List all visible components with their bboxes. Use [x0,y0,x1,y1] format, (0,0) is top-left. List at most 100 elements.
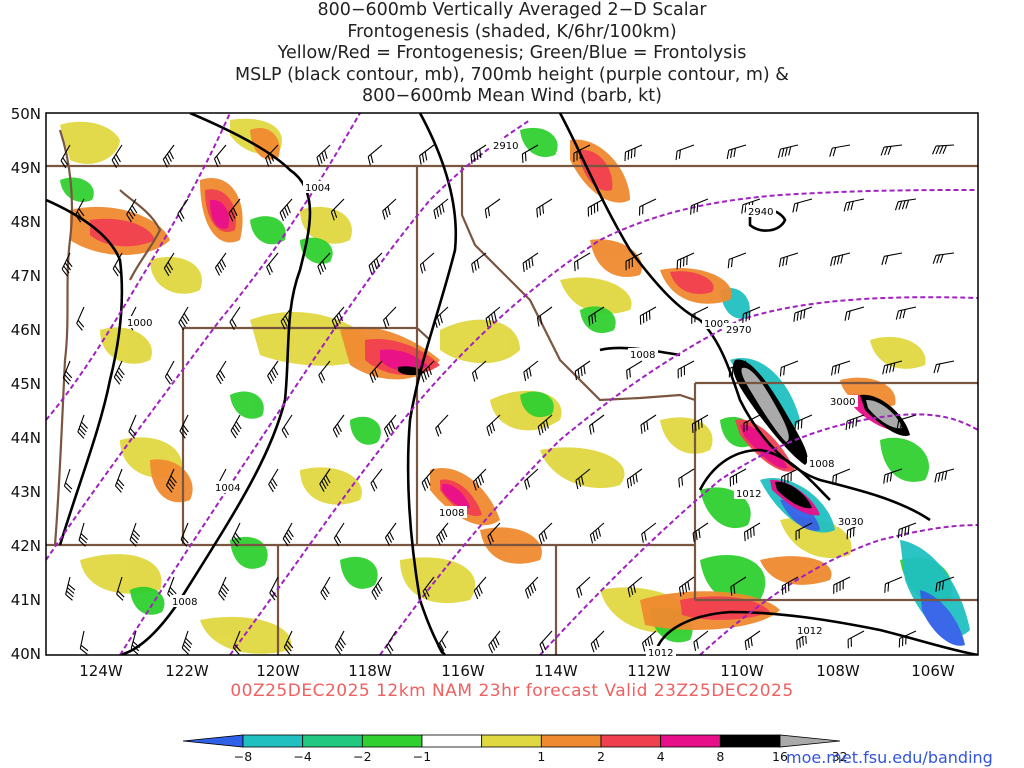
wind-barb [420,360,435,383]
wind-barb [574,360,591,381]
wind-barb [882,360,903,375]
wind-barb [319,468,331,492]
wind-barb [473,576,487,600]
map-frame [45,112,979,656]
title-line-3: Yellow/Red = Frontogenesis; Green/Blue =… [277,43,747,63]
colorbar-label: 2 [597,749,605,764]
wind-barb [370,468,383,492]
wind-barb [436,522,449,546]
mslp-label: 1004 [213,481,243,494]
lat-label: 46N [11,321,41,339]
lat-label: 44N [11,429,41,447]
wind-barb [128,414,137,439]
lat-label: 50N [11,105,41,123]
wind-barb [693,630,709,651]
wind-barb [536,306,553,327]
lon-label: 116W [441,662,485,680]
lon-label: 118W [348,662,392,680]
wind-barb [126,198,138,223]
credit-link[interactable]: moe.met.fsu.edu/banding [786,748,993,767]
wind-barb [437,630,449,654]
colorbar-segment [719,734,781,748]
wind-barb [884,576,903,593]
wind-barb [576,576,591,598]
height-label: 2970 [724,323,754,336]
wind-barb [268,468,279,493]
wind-barb [266,252,279,276]
frontogenesis-shading [60,118,970,654]
wind-barb [638,198,657,216]
colorbar-arrow-low [182,734,244,748]
wind-barb [934,468,955,483]
wind-barb [522,252,539,273]
svg-text:1004: 1004 [215,483,240,494]
mslp-label: 1012 [646,646,676,659]
wind-barb [320,576,331,601]
wind-barb [894,198,917,211]
wind-barb [421,468,435,492]
wind-barb [163,252,175,277]
wind-barb [690,198,709,215]
wind-barb [279,198,293,222]
wind-barb [371,576,383,600]
wind-barb [678,468,695,488]
wind-barb [587,198,605,217]
wind-barb [179,414,189,439]
wind-barb [487,522,501,545]
wind-barb [230,414,242,439]
wind-barb [897,522,917,539]
lat-label: 45N [11,375,41,393]
wind-barb [575,468,591,490]
wind-barb [624,144,643,162]
svg-text:1004: 1004 [305,183,330,194]
wind-barb [625,252,643,271]
wind-barb [484,198,501,219]
wind-barb [536,198,553,218]
wind-barb [793,306,813,322]
wind-barb [590,630,605,653]
wind-barb [229,306,241,330]
wind-barb [676,252,695,270]
mslp-label: 1008 [437,506,467,519]
wind-barb [691,306,709,324]
wind-barb [231,522,242,547]
wind-barb [678,576,695,597]
wind-barb [472,468,487,491]
wind-barb [932,252,955,264]
svg-text:1008: 1008 [439,508,464,519]
lon-label: 124W [79,662,123,680]
lon-label: 110W [720,662,764,680]
colorbar-label: 1 [537,749,545,764]
wind-barb [486,414,501,437]
wind-barb [781,576,799,595]
wind-barb [727,252,747,269]
wind-barb [384,522,397,546]
wind-barb [881,252,903,266]
title-line-5: 800−600mb Mean Wind (barb, kt) [362,86,662,106]
lat-label: 47N [11,267,41,285]
wind-barb [332,414,345,438]
colorbar-label: −4 [293,749,311,764]
wind-barb [281,414,293,439]
wind-barb [777,144,799,158]
wind-barb [485,306,501,328]
mslp-label: 1000 [125,316,155,329]
wind-barb [588,306,605,326]
wind-barb [539,630,553,653]
chart-title: 800−600mb Vertically Averaged 2−D Scalar… [0,0,1024,108]
wind-barb [470,144,487,164]
wind-barb [742,306,761,323]
height-contours [46,113,978,655]
wind-barb [829,144,851,157]
wind-barb [65,576,76,601]
wind-barb [898,630,917,648]
wind-barb [77,414,88,439]
wind-barb [795,522,813,541]
svg-text:1012: 1012 [648,648,673,659]
wind-barb [269,576,279,601]
wind-barb [743,522,761,542]
wind-barb [113,360,125,385]
title-line-4: MSLP (black contour, mb), 700mb height (… [235,64,789,85]
wind-barb [744,630,761,651]
